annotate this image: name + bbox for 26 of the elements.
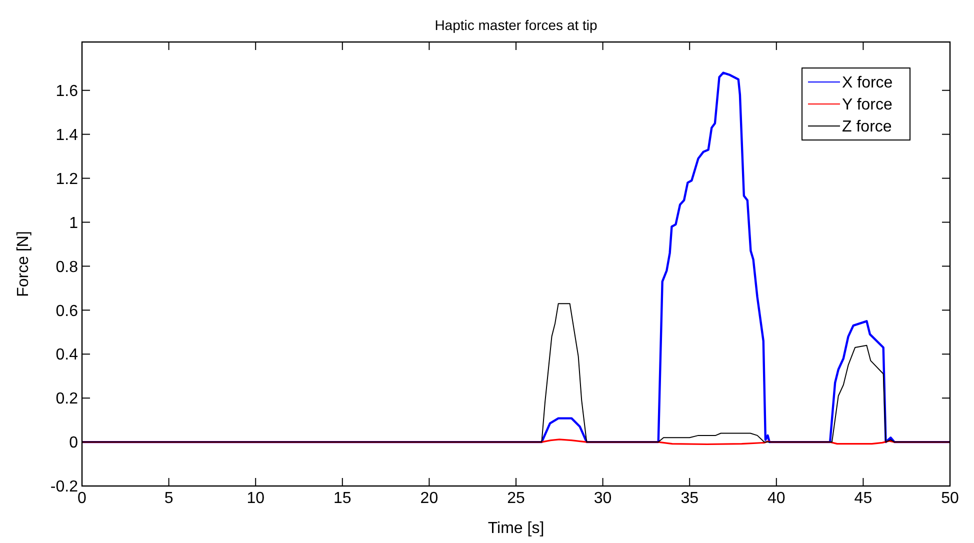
y-tick-label: 1: [69, 214, 78, 232]
y-tick-label: 0.4: [56, 346, 78, 364]
x-tick-label: 5: [164, 490, 174, 507]
chart-title: Haptic master forces at tip: [434, 17, 598, 33]
legend-label: Y force: [842, 96, 892, 114]
y-tick-label: 0: [69, 434, 78, 452]
y-tick-label: 1.6: [56, 82, 78, 100]
y-tick-label: 0.6: [56, 302, 78, 320]
x-tick-label: 10: [246, 490, 265, 507]
x-tick-label: 50: [941, 490, 959, 507]
x-tick-label: 30: [594, 490, 612, 507]
x-tick-label: 20: [420, 490, 438, 507]
x-tick-label: 15: [334, 490, 352, 507]
y-tick-label: 1.4: [56, 126, 78, 144]
legend-label: Z force: [842, 118, 892, 136]
x-axis-title: Time [s]: [488, 520, 544, 537]
legend-label: X force: [842, 74, 893, 92]
x-tick-label: 25: [507, 490, 525, 507]
x-tick-label: 45: [854, 490, 872, 507]
y-tick-label: 0.2: [56, 390, 78, 408]
y-tick-label: 1.2: [56, 170, 78, 188]
y-axis-title: Force [N]: [15, 231, 32, 297]
y-tick-label: 0.8: [56, 258, 78, 276]
x-tick-label: 35: [680, 490, 699, 507]
y-tick-label: -0.2: [50, 478, 78, 496]
x-tick-label: 40: [768, 490, 786, 507]
